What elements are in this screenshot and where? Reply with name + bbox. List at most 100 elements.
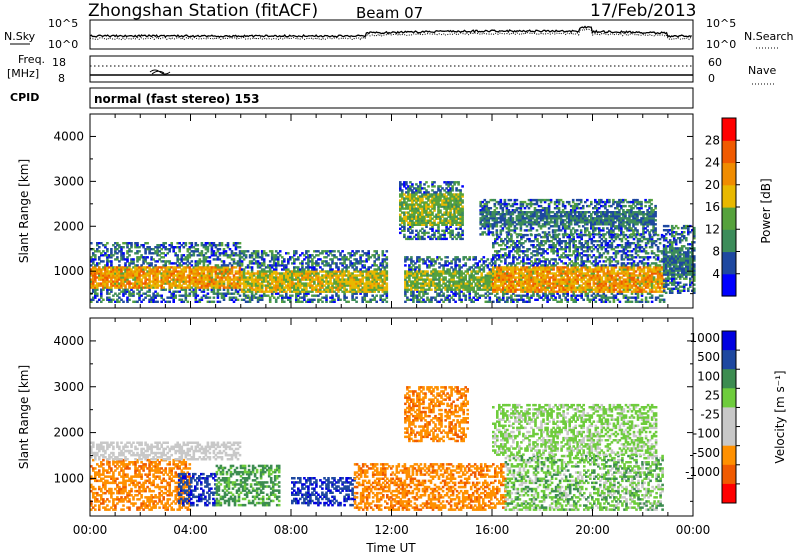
echo-cell <box>242 268 246 271</box>
echo-cell <box>345 288 348 291</box>
echo-cell <box>198 298 202 301</box>
echo-cell <box>232 242 236 245</box>
echo-cell <box>313 286 316 289</box>
echo-cell <box>164 282 167 285</box>
echo-cell <box>287 286 290 289</box>
echo-cell <box>556 270 559 273</box>
echo-cell <box>252 282 256 285</box>
echo-cell <box>283 278 286 281</box>
echo-cell <box>542 282 545 285</box>
echo-cell <box>419 219 422 222</box>
echo-cell <box>309 284 312 287</box>
echo-cell <box>542 268 545 271</box>
echo-cell <box>240 260 244 263</box>
echo-cell <box>250 296 254 299</box>
echo-cell <box>176 256 179 259</box>
echo-cell <box>542 240 545 243</box>
echo-cell <box>124 276 127 279</box>
echo-cell <box>449 197 452 200</box>
echo-cell <box>164 246 167 249</box>
echo-cell <box>186 286 190 289</box>
echo-cell <box>100 276 103 279</box>
echo-cell <box>570 266 573 269</box>
echo-cell <box>540 254 543 257</box>
echo-cell <box>506 233 509 237</box>
echo-cell <box>375 288 378 291</box>
echo-cell <box>218 286 222 289</box>
echo-cell <box>510 237 513 241</box>
echo-cell <box>459 203 462 206</box>
echo-cell <box>444 282 447 285</box>
echo-cell <box>410 286 413 289</box>
echo-cell <box>246 270 250 273</box>
echo-cell <box>108 270 111 273</box>
echo-cell <box>414 286 417 289</box>
echo-cell <box>484 296 488 299</box>
echo-cell <box>353 282 356 285</box>
echo-cell <box>100 242 103 245</box>
echo-cell <box>403 207 406 210</box>
echo-cell <box>453 197 456 200</box>
echo-cell <box>268 250 272 253</box>
echo-cell <box>518 278 521 281</box>
echo-cell <box>359 292 362 295</box>
echo-cell <box>409 207 412 210</box>
echo-cell <box>116 294 119 297</box>
echo-cell <box>152 284 155 287</box>
echo-cell <box>462 264 465 267</box>
echo-cell <box>550 290 553 293</box>
echo-cell <box>443 195 446 198</box>
echo-cell <box>460 284 463 287</box>
echo-cell <box>524 250 527 253</box>
echo-cell <box>278 276 282 279</box>
echo-cell <box>542 266 545 269</box>
echo-cell <box>254 250 258 253</box>
echo-cell <box>538 294 541 297</box>
echo-cell <box>154 246 157 249</box>
echo-cell <box>552 280 555 283</box>
echo-cell <box>309 290 312 293</box>
echo-cell <box>572 288 575 291</box>
echo-cell <box>174 254 177 257</box>
echo-cell <box>413 191 416 194</box>
echo-cell <box>416 278 419 281</box>
echo-cell <box>423 223 426 226</box>
echo-cell <box>508 276 511 279</box>
echo-cell <box>552 272 555 275</box>
echo-cell <box>104 276 107 279</box>
echo-cell <box>576 258 579 261</box>
echo-cell <box>206 286 210 289</box>
echo-cell <box>464 264 467 267</box>
echo-cell <box>439 235 442 239</box>
echo-cell <box>452 274 455 277</box>
echo-cell <box>359 284 362 287</box>
echo-cell <box>130 244 133 247</box>
echo-cell <box>262 278 266 281</box>
echo-cell <box>568 280 571 283</box>
echo-cell <box>345 258 348 261</box>
echo-cell <box>170 246 173 249</box>
echo-cell <box>345 266 348 269</box>
echo-cell <box>552 266 555 269</box>
echo-cell <box>349 278 352 281</box>
echo-cell <box>564 280 567 283</box>
echo-cell <box>373 264 376 267</box>
echo-cell <box>162 242 165 245</box>
echo-cell <box>456 258 459 261</box>
echo-cell <box>230 272 234 275</box>
echo-cell <box>106 292 109 295</box>
echo-cell <box>224 294 228 297</box>
echo-cell <box>550 272 553 275</box>
echo-cell <box>198 300 202 303</box>
echo-cell <box>144 296 147 299</box>
echo-cell <box>309 280 312 283</box>
echo-cell <box>417 197 420 200</box>
echo-cell <box>548 244 551 247</box>
echo-cell <box>126 276 129 279</box>
echo-cell <box>451 189 454 192</box>
echo-cell <box>379 298 382 301</box>
echo-cell <box>554 280 557 283</box>
echo-cell <box>409 197 412 200</box>
echo-cell <box>311 300 314 303</box>
echo-cell <box>492 262 495 265</box>
